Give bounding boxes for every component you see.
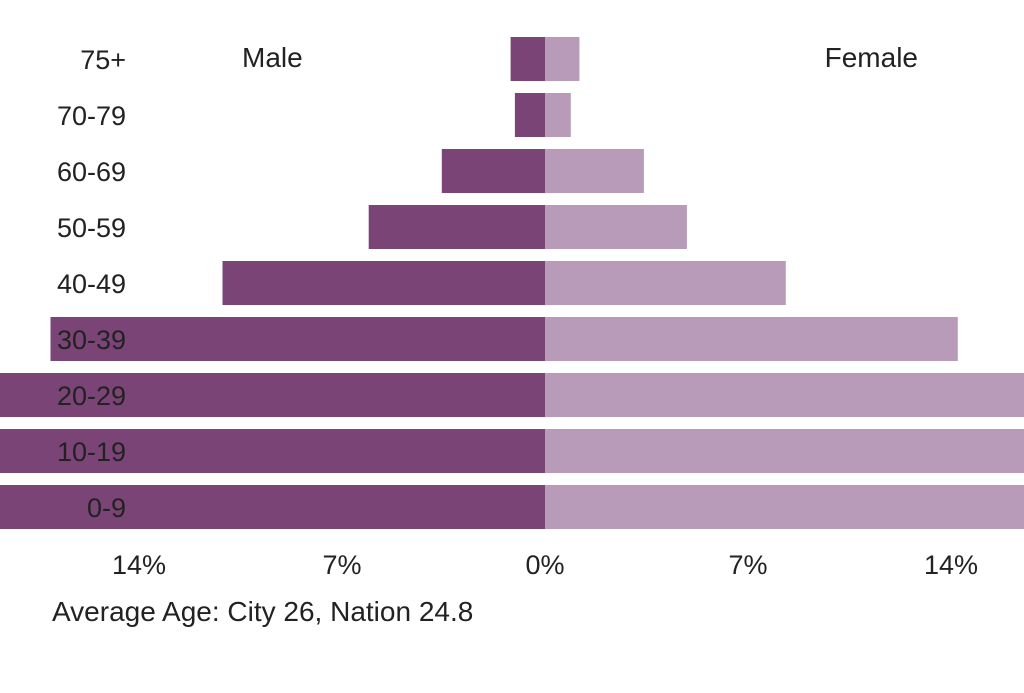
bar-female-40-49 [545, 261, 786, 305]
age-label-30-39: 30-39 [57, 325, 126, 355]
population-pyramid-chart: 75+ 70-79 60-69 50-59 40-49 30-39 20-29 10-19 0-… [0, 37, 1024, 580]
legend-female-label: Female [825, 42, 918, 73]
x-tick-label-1: 7% [322, 550, 361, 580]
age-label-10-19: 10-19 [57, 437, 126, 467]
bar-male-20-29 [0, 373, 545, 417]
age-label-40-49: 40-49 [57, 269, 126, 299]
bar-female-70-79 [545, 93, 571, 137]
bar-female-75+ [545, 37, 580, 81]
bar-female-10-19 [545, 429, 1024, 473]
x-tick-label-3: 7% [728, 550, 767, 580]
x-tick-label-4: 14% [924, 550, 978, 580]
bar-male-50-59 [368, 205, 545, 249]
x-tick-label-2: 0% [525, 550, 564, 580]
legend-male-label: Male [242, 42, 303, 73]
age-group-labels: 75+ 70-79 60-69 50-59 40-49 30-39 20-29 10-19 0-… [57, 45, 126, 523]
bar-male-0-9 [0, 485, 546, 529]
bar-female-60-69 [545, 149, 644, 193]
x-axis-tick-labels: 14% 7% 0% 7% 14% [112, 550, 978, 580]
bar-male-75+ [510, 37, 545, 81]
age-label-75+: 75+ [80, 45, 126, 75]
age-label-50-59: 50-59 [57, 213, 126, 243]
bar-male-30-39 [50, 317, 545, 361]
bar-male-40-49 [222, 261, 545, 305]
bar-female-20-29 [545, 373, 1024, 417]
average-age-footnote: Average Age: City 26, Nation 24.8 [52, 596, 474, 627]
bar-female-50-59 [545, 205, 687, 249]
age-label-20-29: 20-29 [57, 381, 126, 411]
bar-male-10-19 [0, 429, 546, 473]
bar-male-60-69 [441, 149, 545, 193]
bar-female-30-39 [545, 317, 958, 361]
bar-male-70-79 [514, 93, 545, 137]
x-tick-label-0: 14% [112, 550, 166, 580]
bars-group [0, 37, 1024, 529]
bar-female-0-9 [545, 485, 1024, 529]
age-label-0-9: 0-9 [87, 493, 126, 523]
age-label-60-69: 60-69 [57, 157, 126, 187]
age-label-70-79: 70-79 [57, 101, 126, 131]
